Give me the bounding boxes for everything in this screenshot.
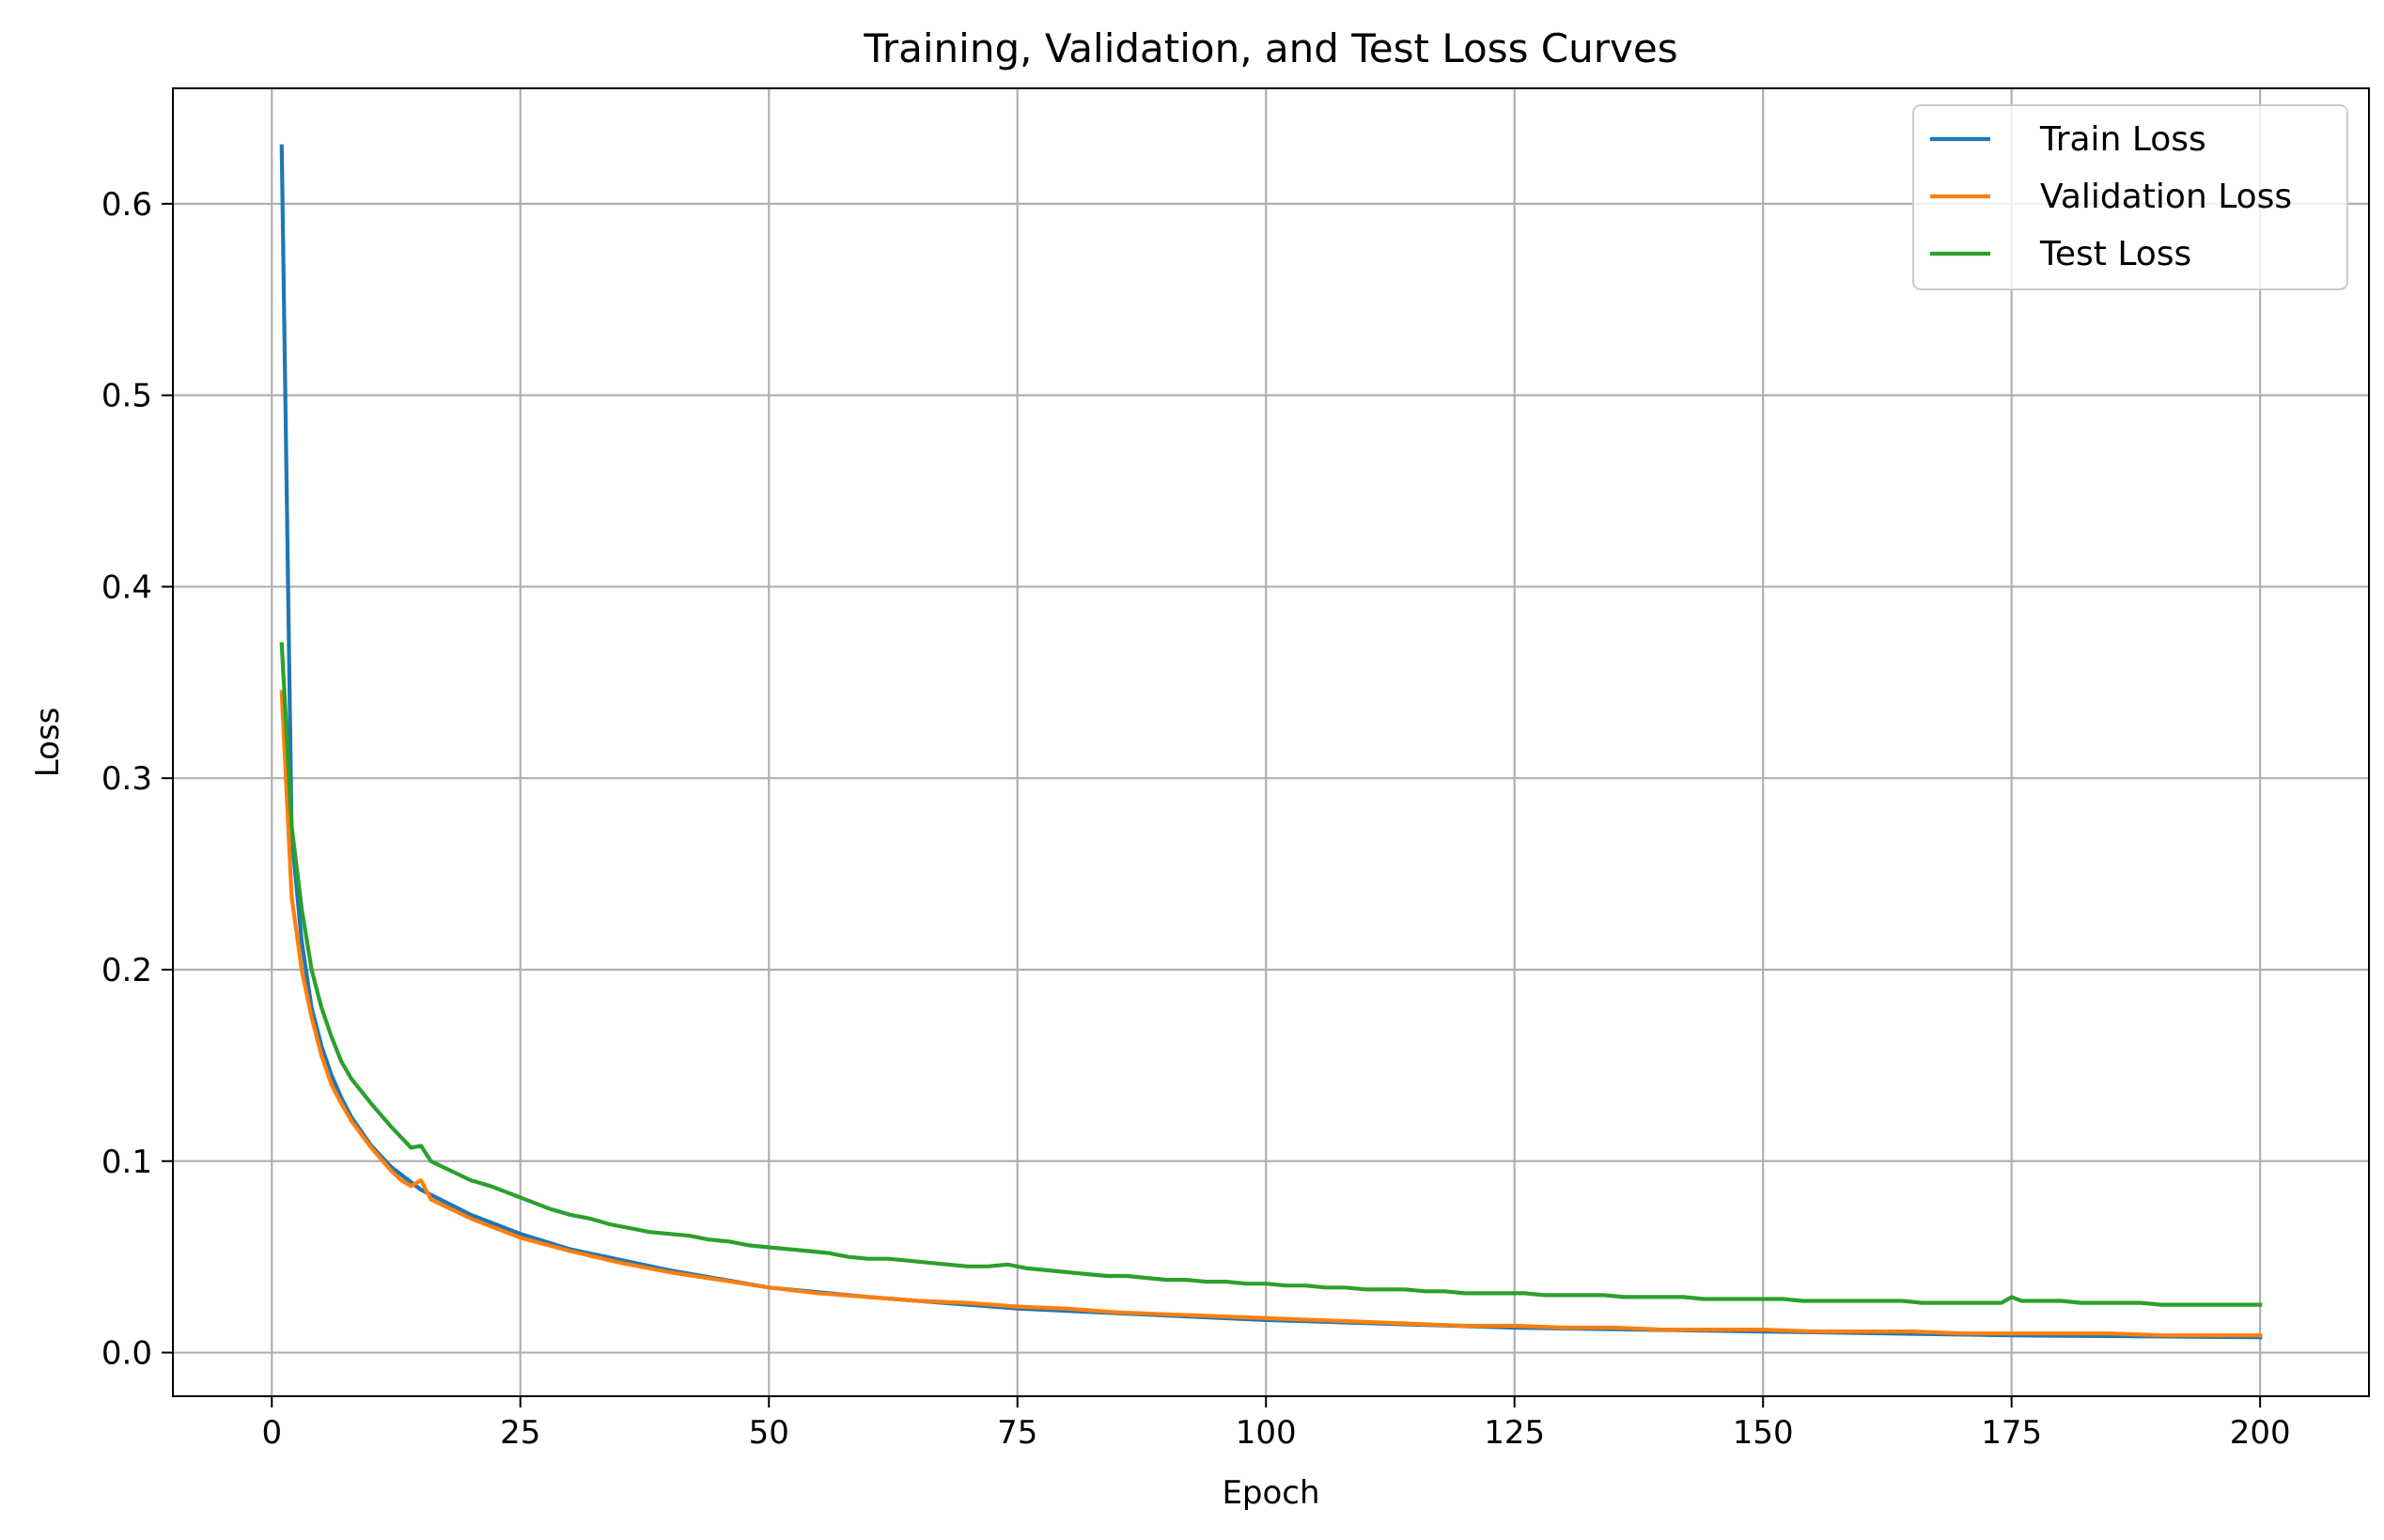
x-tick-label: 150: [1733, 1414, 1794, 1452]
x-tick-label: 100: [1236, 1414, 1297, 1452]
legend-box: [1912, 104, 2348, 290]
y-tick-label: 0.3: [101, 760, 152, 798]
x-axis-label: Epoch: [1222, 1474, 1319, 1512]
chart-title: Training, Validation, and Test Loss Curv…: [863, 25, 1677, 71]
legend-label: Validation Loss: [2040, 178, 2292, 216]
series-lines: [279, 144, 2263, 1340]
x-tick-label: 175: [1981, 1414, 2042, 1452]
y-tick-label: 0.6: [101, 186, 152, 224]
y-tick-label: 0.2: [101, 952, 152, 989]
legend: Train Loss Validation Loss Test Loss: [1912, 104, 2348, 290]
plot-frame: [172, 87, 2370, 1397]
series-line-validation-loss: [279, 690, 2263, 1338]
plot-area-background: [173, 88, 2369, 1396]
x-tick-label: 200: [2230, 1414, 2291, 1452]
x-tick-label: 0: [261, 1414, 282, 1452]
legend-label: Train Loss: [2039, 120, 2206, 159]
x-tick-label: 50: [749, 1414, 789, 1452]
x-tick-label: 75: [997, 1414, 1037, 1452]
y-tick-label: 0.5: [101, 378, 152, 415]
series-line-test-loss: [279, 642, 2263, 1307]
y-tick-label: 0.4: [101, 568, 152, 606]
legend-label: Test Loss: [2039, 235, 2191, 273]
axis-ticks: 0 25 50 75 100 125 150 175 200 0.0 0.1 0.2 0.3 0.4 0.5…: [101, 186, 2291, 1452]
y-axis-label: Loss: [29, 708, 67, 778]
y-tick-label: 0.1: [101, 1143, 152, 1181]
x-tick-label: 125: [1484, 1414, 1545, 1452]
y-tick-label: 0.0: [101, 1335, 152, 1373]
x-tick-label: 25: [500, 1414, 540, 1452]
